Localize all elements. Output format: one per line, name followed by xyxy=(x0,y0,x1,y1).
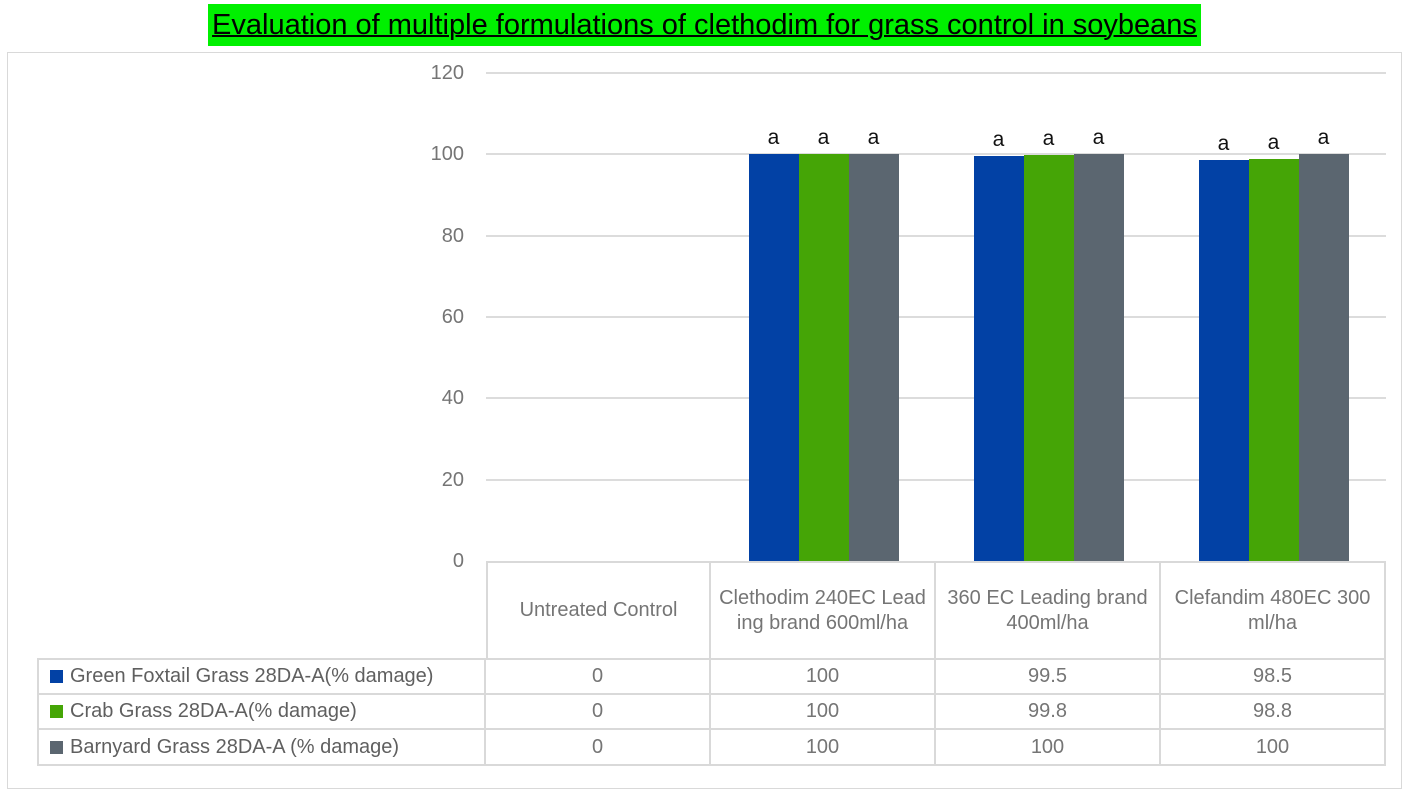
plot-area: 0 20 40 60 80 100 120 a a a a a a a a a xyxy=(8,53,1401,788)
legend-label: Barnyard Grass 28DA-A (% damage) xyxy=(70,735,400,758)
table-corner-cell xyxy=(37,561,486,660)
bar xyxy=(798,154,849,561)
value-cell: 0 xyxy=(486,730,711,766)
bar xyxy=(748,154,799,561)
legend-label: Green Foxtail Grass 28DA-A(% damage) xyxy=(70,665,434,687)
bar xyxy=(1073,154,1124,561)
bar-annotation: a xyxy=(767,126,780,150)
gridline xyxy=(486,153,1386,156)
value-cell: 98.8 xyxy=(1161,695,1386,730)
value-cell: 0 xyxy=(486,660,711,695)
legend-swatch xyxy=(50,670,63,683)
bar xyxy=(973,156,1024,561)
value-cell: 0 xyxy=(486,695,711,730)
bar-annotation: a xyxy=(1267,131,1280,155)
legend-cell: Green Foxtail Grass 28DA-A(% damage) xyxy=(37,660,486,695)
bar xyxy=(1198,160,1249,561)
gridline xyxy=(486,234,1386,237)
bar-annotation: a xyxy=(1317,126,1330,150)
category-header-cell: 360 EC Leading brand 400ml/ha xyxy=(936,561,1161,660)
value-cell: 100 xyxy=(1161,730,1386,766)
category-header-cell: Clethodim 240EC Leading brand 600ml/ha xyxy=(711,561,936,660)
value-cell: 100 xyxy=(711,730,936,766)
chart-title-text: Evaluation of multiple formulations of c… xyxy=(208,4,1201,46)
legend-swatch xyxy=(50,705,63,718)
bar xyxy=(848,154,899,561)
bar xyxy=(1248,159,1299,561)
legend-label: Crab Grass 28DA-A(% damage) xyxy=(70,700,357,722)
bar-annotation: a xyxy=(817,126,830,150)
y-axis-tick-label: 40 xyxy=(441,387,464,410)
y-axis-tick-label: 80 xyxy=(441,224,464,247)
bar-annotation: a xyxy=(1042,127,1055,151)
legend-cell: Crab Grass 28DA-A(% damage) xyxy=(37,695,486,730)
y-axis-tick-label: 120 xyxy=(430,62,464,84)
value-cell: 100 xyxy=(711,660,936,695)
category-header-cell: Untreated Control xyxy=(486,561,711,660)
value-cell: 99.5 xyxy=(936,660,1161,695)
value-cell: 100 xyxy=(936,730,1161,766)
y-axis-tick-label: 60 xyxy=(441,306,464,328)
bar-annotation: a xyxy=(1217,132,1230,156)
bar xyxy=(1023,155,1074,561)
y-axis-tick-label: 0 xyxy=(452,550,464,572)
gridline xyxy=(486,478,1386,481)
bar-annotation: a xyxy=(1092,126,1105,150)
gridline xyxy=(486,397,1386,400)
bar xyxy=(1298,154,1349,561)
category-header-cell: Clefandim 480EC 300ml/ha xyxy=(1161,561,1386,660)
chart-title: Evaluation of multiple formulations of c… xyxy=(0,4,1409,46)
data-table: Untreated Control Clethodim 240EC Leading… xyxy=(37,561,1386,766)
value-cell: 99.8 xyxy=(936,695,1161,730)
value-cell: 98.5 xyxy=(1161,660,1386,695)
legend-swatch xyxy=(50,740,63,754)
gridline xyxy=(486,72,1386,74)
y-axis-tick-label: 20 xyxy=(441,468,464,491)
y-axis-tick-label: 100 xyxy=(430,143,464,166)
gridline xyxy=(486,316,1386,318)
chart-container: 0 20 40 60 80 100 120 a a a a a a a a a Untreated Contr… xyxy=(7,52,1402,789)
bar-annotation: a xyxy=(867,126,880,150)
value-cell: 100 xyxy=(711,695,936,730)
legend-cell: Barnyard Grass 28DA-A (% damage) xyxy=(37,730,486,766)
bar-annotation: a xyxy=(992,128,1005,152)
